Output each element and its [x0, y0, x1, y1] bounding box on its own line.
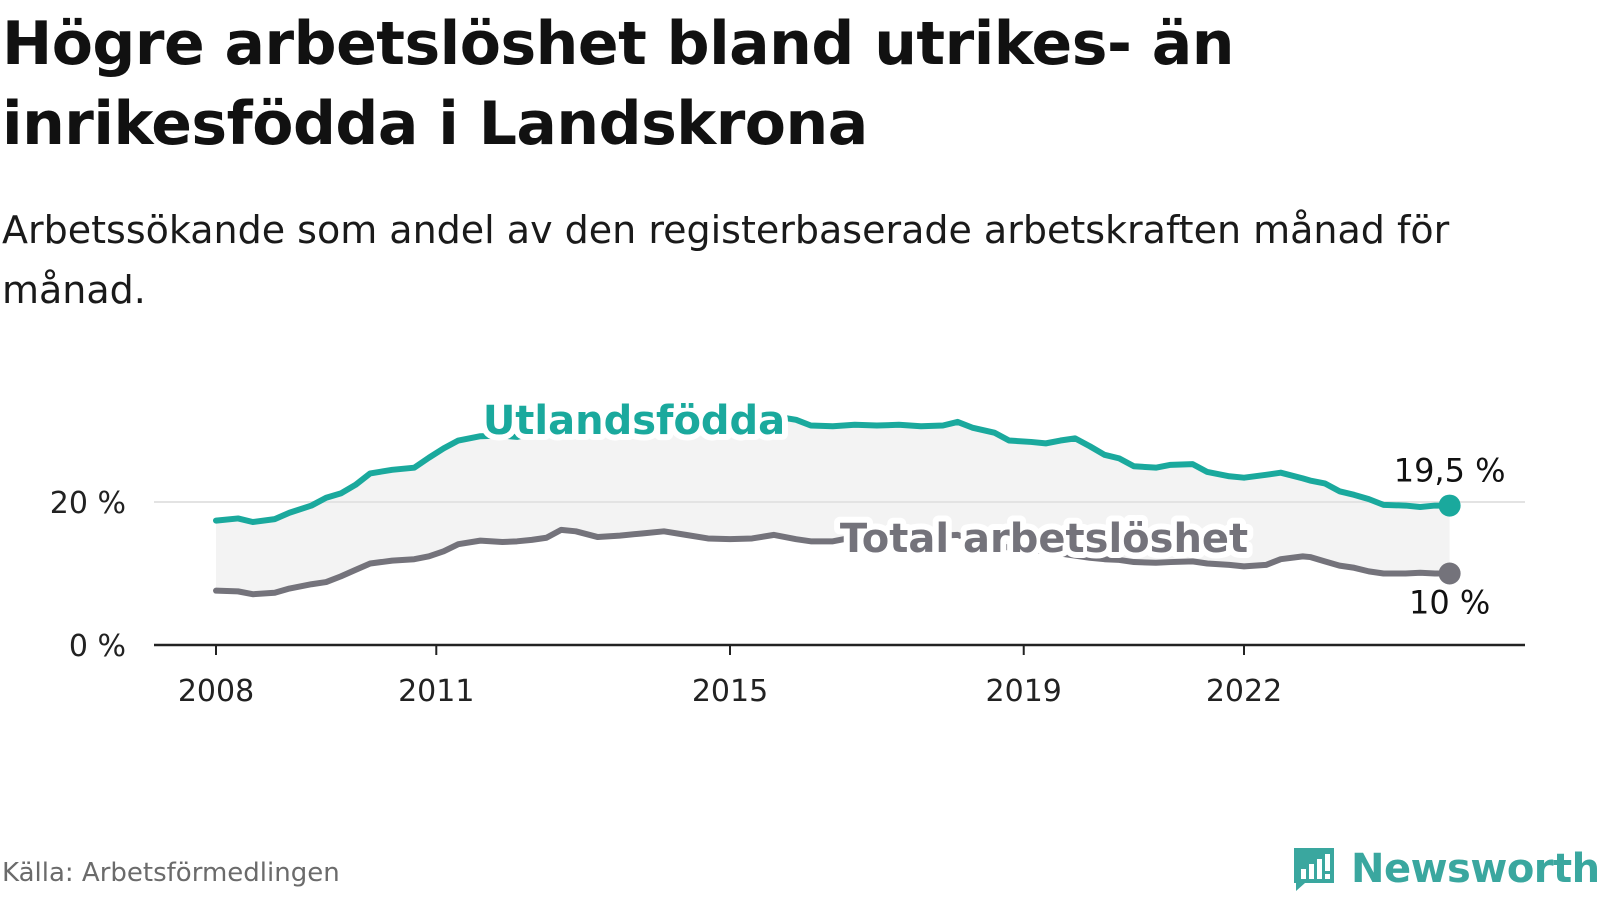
series-label-total: Total arbetslöshet: [840, 516, 1248, 562]
x-tick-label: 2022: [1206, 674, 1282, 709]
x-tick-label: 2015: [692, 674, 768, 709]
y-tick-label: 20 %: [50, 486, 126, 521]
series-line-utlandsfodda: [213, 409, 1453, 526]
source-note: Källa: Arbetsförmedlingen: [2, 858, 340, 888]
end-label-utlandsfodda: 19,5 %: [1394, 452, 1506, 490]
gap-band: [216, 412, 1450, 595]
newsworthy-logo: Newsworthy: [1291, 845, 1600, 893]
x-tick-label: 2008: [178, 674, 254, 709]
y-tick-label: 0 %: [69, 629, 126, 664]
bar-chart-exclamation-icon: [1294, 848, 1334, 891]
brand-name: Newsworthy: [1351, 846, 1600, 892]
x-tick-label: 2011: [398, 674, 474, 709]
end-marker-total: [1438, 562, 1461, 585]
series-line-total: [213, 526, 1453, 598]
x-tick-label: 2019: [986, 674, 1062, 709]
end-marker-utlandsfodda: [1438, 494, 1461, 517]
chart-title: Högre arbetslöshet bland utrikes- än inr…: [2, 9, 1234, 159]
series-label-utlandsfodda: Utlandsfödda: [483, 398, 785, 444]
end-label-total: 10 %: [1409, 584, 1490, 622]
line-chart: 0 % 20 % 2008 2011 2015 2019 2022 19,5 % 10 % Utl…: [50, 392, 1525, 709]
chart-subtitle: Arbetssökande som andel av den registerb…: [2, 208, 1450, 312]
